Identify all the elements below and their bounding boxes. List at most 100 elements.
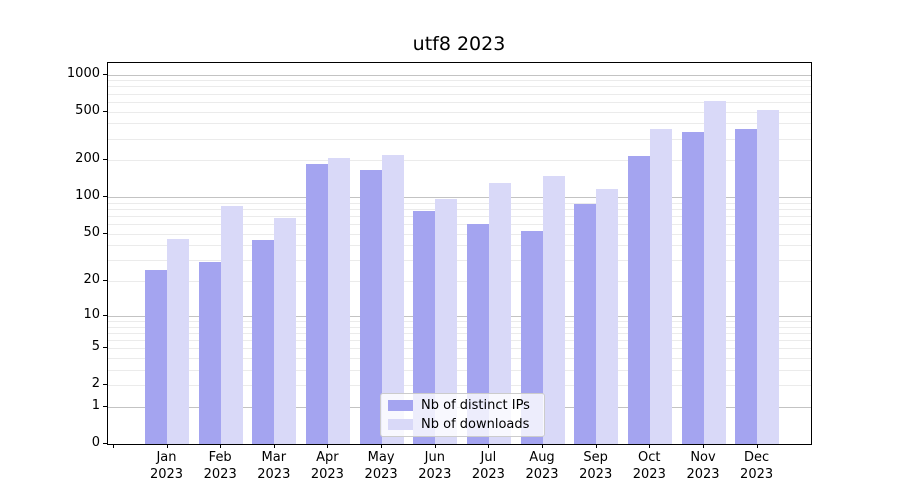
minor-gridline [108,160,811,162]
minor-gridline [108,138,811,140]
y-tick-mark [103,196,107,198]
minor-gridline [108,86,811,88]
y-tick-label: 500 [75,102,100,118]
bar-downloads-jun-2023 [435,198,458,444]
bar-downloads-sep-2023 [596,189,619,444]
x-tick-mark [273,444,275,448]
x-tick-mark [434,444,436,448]
bar-downloads-dec-2023 [757,109,780,444]
bar-distinct-ips-dec-2023 [735,128,758,444]
bar-distinct-ips-aug-2023 [520,230,543,444]
y-tick-label: 1 [91,397,100,413]
x-tick-label: Apr 2023 [310,450,344,482]
minor-gridline [108,216,811,217]
bar-distinct-ips-oct-2023 [627,156,650,444]
minor-gridline [108,281,811,283]
bar-downloads-may-2023 [381,155,404,444]
y-tick-mark [103,443,107,444]
minor-gridline [108,369,811,371]
legend-label-downloads: Nb of downloads [421,417,530,432]
y-tick-label: 2 [91,376,100,392]
bar-distinct-ips-may-2023 [359,170,382,444]
minor-gridline [108,332,811,334]
minor-gridline [108,320,811,322]
x-tick-mark [327,444,329,448]
bar-distinct-ips-jul-2023 [466,224,489,444]
bar-downloads-apr-2023 [327,157,350,444]
minor-gridline [108,101,811,103]
minor-gridline [108,123,811,125]
minor-gridline [108,202,811,204]
legend: Nb of distinct IPs Nb of downloads [380,393,545,437]
y-tick-label: 200 [75,151,100,167]
minor-gridline [108,245,811,247]
minor-gridline [108,93,811,95]
minor-gridline [108,339,811,341]
x-tick-label: Nov 2023 [686,450,720,482]
y-tick-mark [103,280,107,282]
x-tick-label: Mar 2023 [257,450,291,482]
minor-gridline [108,111,811,113]
legend-item-downloads: Nb of downloads [381,417,544,432]
x-tick-label: Sep 2023 [579,450,613,482]
major-gridline [108,197,811,199]
x-tick-mark [220,444,222,448]
y-tick-label: 0 [91,435,100,450]
x-tick-label: Aug 2023 [525,450,559,482]
y-tick-label: 5 [91,339,100,355]
minor-gridline [108,385,811,387]
minor-gridline [108,357,811,359]
chart-title: utf8 2023 [412,33,506,55]
y-tick-mark [103,73,107,75]
bar-distinct-ips-sep-2023 [574,203,597,444]
x-tick-label: Oct 2023 [632,450,666,482]
x-tick-mark [649,444,651,448]
y-tick-mark [103,232,107,234]
y-tick-mark [103,110,107,112]
x-tick-mark [112,444,114,448]
legend-swatch-downloads [388,419,413,430]
bar-distinct-ips-feb-2023 [198,262,221,444]
x-tick-label: Jul 2023 [471,450,505,482]
major-gridline [108,315,811,317]
bar-downloads-mar-2023 [274,218,297,444]
bar-distinct-ips-jun-2023 [413,211,436,444]
y-tick-label: 50 [83,224,100,240]
bar-downloads-feb-2023 [220,205,243,444]
bar-distinct-ips-apr-2023 [305,163,328,444]
x-tick-mark [488,444,490,448]
x-tick-label: Feb 2023 [203,450,237,482]
bar-downloads-jul-2023 [488,182,511,444]
legend-label-distinct-ips: Nb of distinct IPs [421,398,530,413]
y-tick-label: 1000 [66,65,100,81]
plot-area: Nb of distinct IPs Nb of downloads [107,62,812,445]
x-tick-label: Dec 2023 [740,450,774,482]
bar-distinct-ips-mar-2023 [252,240,275,444]
x-tick-mark [166,444,168,448]
x-tick-label: May 2023 [364,450,398,482]
bar-downloads-aug-2023 [542,175,565,444]
x-tick-mark [381,444,383,448]
bar-distinct-ips-jan-2023 [145,269,167,444]
minor-gridline [108,80,811,82]
y-tick-mark [103,384,107,386]
y-tick-mark [103,314,107,316]
y-tick-mark [103,347,107,349]
y-tick-label: 100 [75,188,100,204]
bar-downloads-nov-2023 [703,100,726,444]
legend-swatch-distinct-ips [388,400,413,411]
x-tick-mark [595,444,597,448]
bar-distinct-ips-nov-2023 [681,132,704,444]
minor-gridline [108,326,811,328]
minor-gridline [108,260,811,262]
y-tick-mark [103,405,107,407]
minor-gridline [108,348,811,350]
bar-downloads-jan-2023 [167,239,189,444]
bar-downloads-oct-2023 [649,128,672,444]
x-tick-label: Jun 2023 [418,450,452,482]
minor-gridline [108,233,811,235]
y-tick-mark [103,159,107,161]
y-tick-label: 10 [83,306,100,322]
y-tick-label: 20 [83,272,100,288]
